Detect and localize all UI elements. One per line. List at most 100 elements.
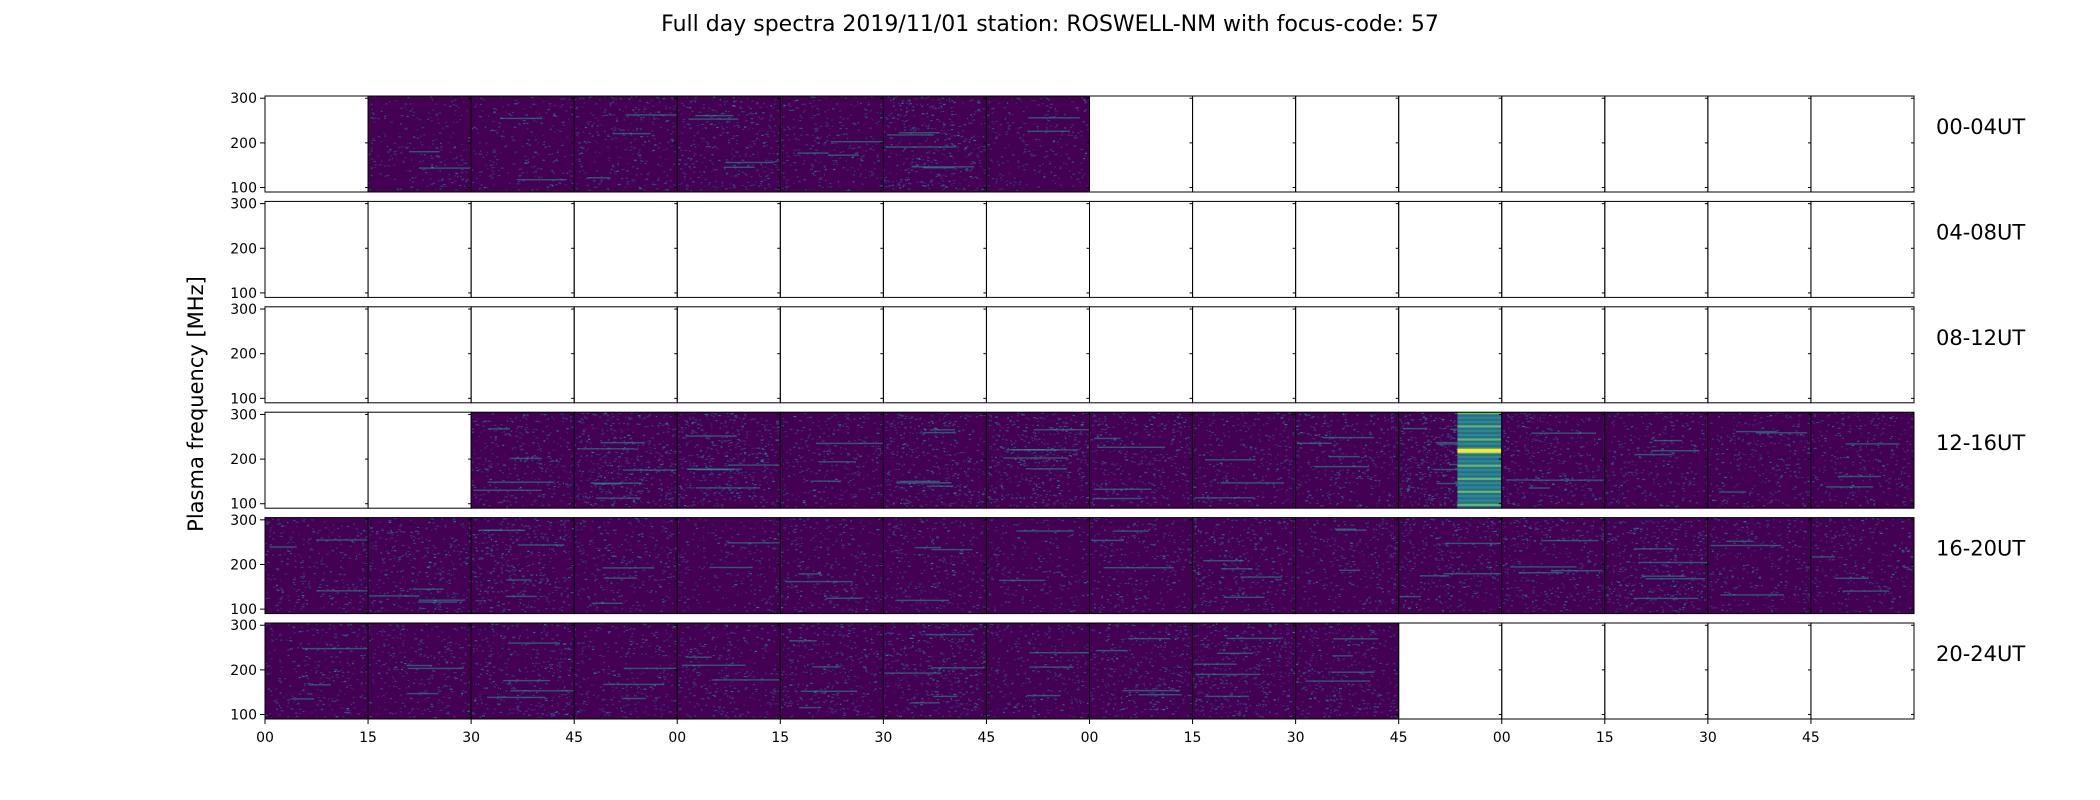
spectrum-speckle — [903, 463, 905, 465]
spectrum-speckle — [580, 418, 584, 420]
spectrum-speckle — [896, 463, 898, 465]
spectrum-speckle — [1021, 434, 1024, 436]
spectrum-speckle — [1005, 439, 1008, 441]
spectrum-speckle — [711, 426, 713, 428]
spectrum-speckle — [956, 464, 958, 466]
spectrum-speckle — [465, 171, 468, 173]
spectrum-speckle — [562, 469, 565, 471]
spectrum-speckle — [552, 472, 555, 474]
spectrum-speckle — [681, 431, 684, 433]
spectrum-speckle — [900, 423, 904, 425]
spectrum-speckle — [781, 425, 784, 427]
spectrum-speckle — [463, 177, 465, 179]
spectrum-speckle — [527, 432, 530, 434]
spectrum-speckle — [812, 134, 814, 136]
spectrum-speckle — [874, 450, 877, 452]
spectrum-speckle — [649, 449, 652, 451]
spectrum-speckle — [1048, 459, 1051, 461]
spectrum-speckle — [496, 456, 499, 458]
spectrum-line — [685, 435, 737, 437]
spectrum-speckle — [910, 183, 912, 185]
spectrum-speckle — [671, 140, 674, 142]
spectrum-speckle — [477, 495, 479, 497]
spectrum-speckle — [847, 417, 849, 419]
spectrum-speckle — [1059, 502, 1062, 504]
y-tick-label: 100 — [230, 286, 257, 302]
spectrum-speckle — [1062, 464, 1065, 467]
spectrum-speckle — [1081, 451, 1084, 453]
spectrum-speckle — [666, 450, 668, 452]
spectrum-speckle — [690, 101, 693, 103]
spectrum-speckle — [905, 183, 907, 185]
spectrum-speckle — [929, 425, 931, 427]
spectrum-speckle — [904, 426, 906, 429]
spectrum-speckle — [982, 501, 984, 503]
spectrum-speckle — [680, 103, 684, 105]
spectrum-speckle — [693, 140, 695, 142]
spectrum-speckle — [876, 154, 879, 156]
spectrum-speckle — [732, 105, 735, 107]
spectrum-speckle — [646, 473, 648, 476]
spectrum-speckle — [1054, 108, 1057, 110]
spectrum-speckle — [609, 429, 611, 431]
spectrum-speckle — [674, 486, 678, 489]
spectrum-speckle — [869, 148, 872, 150]
spectrum-speckle — [637, 444, 639, 446]
spectrum-speckle — [769, 114, 773, 116]
spectrum-panel-empty — [1707, 306, 1812, 404]
spectrum-speckle — [773, 164, 777, 166]
spectrum-speckle — [927, 479, 930, 482]
spectrum-speckle — [716, 111, 718, 113]
spectrum-speckle — [1027, 472, 1029, 474]
spectrum-speckle — [954, 145, 957, 147]
spectrum-speckle — [599, 500, 603, 502]
spectrum-speckle — [678, 493, 682, 496]
spectrum-speckle — [1024, 462, 1026, 465]
spectrum-speckle — [723, 168, 726, 170]
spectrum-speckle — [721, 122, 723, 124]
spectrum-speckle — [589, 120, 592, 123]
spectrum-speckle — [624, 479, 627, 481]
spectrum-speckle — [725, 465, 729, 467]
spectrum-speckle — [542, 143, 545, 146]
spectrum-speckle — [753, 488, 755, 490]
spectrum-speckle — [892, 451, 894, 453]
spectrum-speckle — [1005, 443, 1007, 445]
spectrum-speckle — [614, 458, 618, 460]
spectrum-speckle — [371, 117, 375, 119]
row-label: 04-08UT — [1936, 220, 2025, 244]
spectrum-speckle — [1049, 163, 1052, 165]
spectrum-speckle — [566, 428, 569, 430]
spectrum-speckle — [670, 475, 673, 477]
spectrum-speckle — [979, 185, 982, 187]
spectrum-speckle — [894, 429, 898, 431]
spectrum-speckle — [599, 416, 601, 418]
spectrum-speckle — [996, 505, 999, 507]
spectrum-speckle — [995, 131, 998, 134]
spectrum-speckle — [648, 171, 650, 174]
spectrum-speckle — [995, 120, 998, 122]
spectrum-speckle — [715, 484, 718, 487]
spectrum-speckle — [820, 125, 822, 127]
spectrum-speckle — [688, 107, 692, 109]
spectrum-speckle — [993, 449, 996, 451]
spectrum-speckle — [615, 437, 617, 439]
spectrum-speckle — [843, 491, 846, 493]
spectrum-speckle — [926, 469, 929, 471]
spectrum-speckle — [903, 443, 907, 445]
spectrum-speckle — [574, 99, 577, 101]
spectrum-speckle — [658, 458, 662, 460]
spectrum-speckle — [751, 453, 755, 455]
spectrum-speckle — [438, 180, 440, 182]
spectrum-speckle — [640, 455, 643, 457]
spectrum-speckle — [1056, 124, 1059, 126]
spectrum-speckle — [703, 463, 706, 465]
spectrum-speckle — [788, 156, 790, 158]
spectrum-speckle — [853, 418, 856, 420]
spectrum-speckle — [1016, 420, 1020, 422]
spectrum-speckle — [598, 152, 601, 154]
spectrum-speckle — [594, 502, 597, 505]
spectrum-speckle — [663, 417, 666, 419]
spectrum-speckle — [940, 497, 943, 499]
spectrum-speckle — [659, 466, 662, 468]
